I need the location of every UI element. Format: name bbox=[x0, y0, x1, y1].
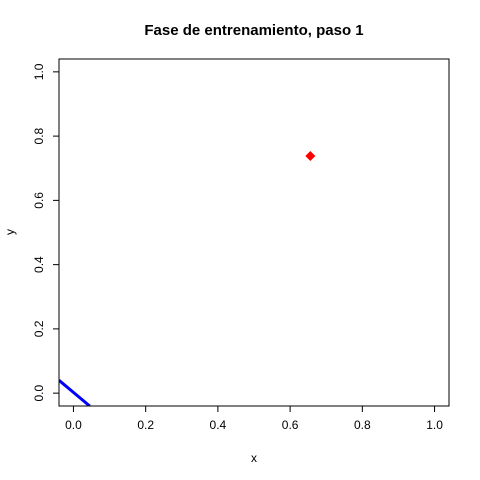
x-tick-label-0: 0.0 bbox=[65, 418, 82, 432]
x-axis-label: x bbox=[251, 451, 257, 465]
x-tick-label-3: 0.6 bbox=[282, 418, 299, 432]
chart-title: Fase de entrenamiento, paso 1 bbox=[144, 22, 363, 39]
plot-frame bbox=[58, 58, 450, 407]
x-tick-label-5: 1.0 bbox=[426, 418, 443, 432]
x-axis: 0.0 0.2 0.4 0.6 0.8 1.0 bbox=[65, 406, 443, 432]
x-tick-label-1: 0.2 bbox=[137, 418, 154, 432]
x-tick-label-2: 0.4 bbox=[210, 418, 227, 432]
y-tick-label-1: 0.2 bbox=[32, 320, 46, 337]
y-axis-label: y bbox=[3, 229, 17, 235]
x-tick-label-4: 0.8 bbox=[354, 418, 371, 432]
data-point-0 bbox=[305, 151, 316, 162]
y-tick-label-3: 0.6 bbox=[32, 192, 46, 209]
y-tick-label-4: 0.8 bbox=[32, 127, 46, 144]
y-tick-label-5: 1.0 bbox=[32, 63, 46, 80]
y-tick-label-0: 0.0 bbox=[32, 384, 46, 401]
series-line-0 bbox=[59, 379, 91, 406]
y-tick-label-2: 0.4 bbox=[32, 256, 46, 273]
y-axis: 0.0 0.2 0.4 0.6 0.8 1.0 bbox=[32, 63, 59, 401]
plot-area bbox=[59, 151, 316, 406]
